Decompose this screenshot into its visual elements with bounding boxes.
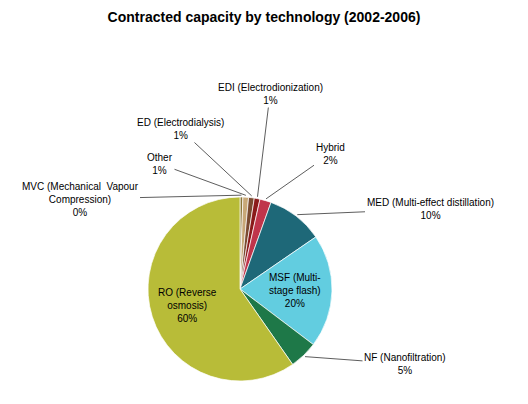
svg-text:MSF (Multi-stage flash)20%: MSF (Multi-stage flash)20% (269, 272, 321, 309)
svg-text:RO (Reverseosmosis)60%: RO (Reverseosmosis)60% (158, 287, 217, 324)
svg-text:MED (Multi-effect distillation: MED (Multi-effect distillation)10% (367, 197, 494, 221)
svg-text:EDI (Electrodionization)1%: EDI (Electrodionization)1% (218, 82, 323, 106)
svg-text:Contracted capacity by technol: Contracted capacity by technology (2002-… (108, 9, 421, 25)
svg-text:NF (Nanofiltration)5%: NF (Nanofiltration)5% (364, 352, 446, 376)
svg-text:ED (Electrodialysis)1%: ED (Electrodialysis)1% (137, 117, 224, 141)
svg-text:Hybrid2%: Hybrid2% (316, 142, 345, 166)
svg-text:Other1%: Other1% (147, 152, 173, 176)
svg-text:MVC (Mechanical VapourCompres: MVC (Mechanical VapourCompression)0% (22, 181, 139, 218)
